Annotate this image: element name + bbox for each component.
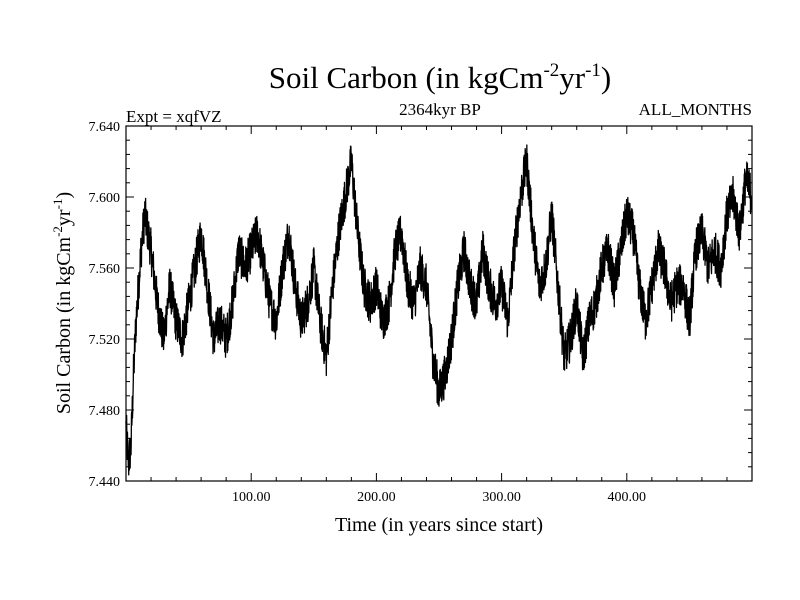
experiment-label: Expt = xqfVZ [126, 107, 222, 126]
x-axis-label: Time (in years since start) [335, 514, 543, 536]
y-tick-label: 7.520 [89, 333, 121, 348]
months-label: ALL_MONTHS [639, 100, 752, 119]
y-tick-label: 7.480 [89, 404, 121, 419]
chart-title: Soil Carbon (in kgCm-2yr-1) [269, 60, 612, 95]
period-label: 2364kyr BP [399, 100, 481, 119]
x-tick-labels: 100.00 200.00 300.00 400.00 [232, 490, 646, 505]
y-tick-label: 7.440 [89, 475, 121, 490]
x-tick-label: 200.00 [357, 490, 396, 505]
x-tick-label: 400.00 [608, 490, 647, 505]
y-tick-label: 7.560 [89, 262, 121, 277]
y-tick-label: 7.640 [89, 120, 121, 135]
y-tick-label: 7.600 [89, 191, 121, 206]
y-tick-labels: 7.440 7.480 7.520 7.560 7.600 7.640 [89, 120, 121, 490]
plot-frame [125, 125, 753, 482]
soil-carbon-series-line [125, 144, 753, 476]
x-tick-label: 100.00 [232, 490, 271, 505]
x-tick-label: 300.00 [482, 490, 521, 505]
axis-ticks [126, 125, 752, 482]
series-group [125, 144, 753, 476]
y-axis-label: Soil Carbon (in kgCm-2yr-1) [50, 192, 75, 414]
